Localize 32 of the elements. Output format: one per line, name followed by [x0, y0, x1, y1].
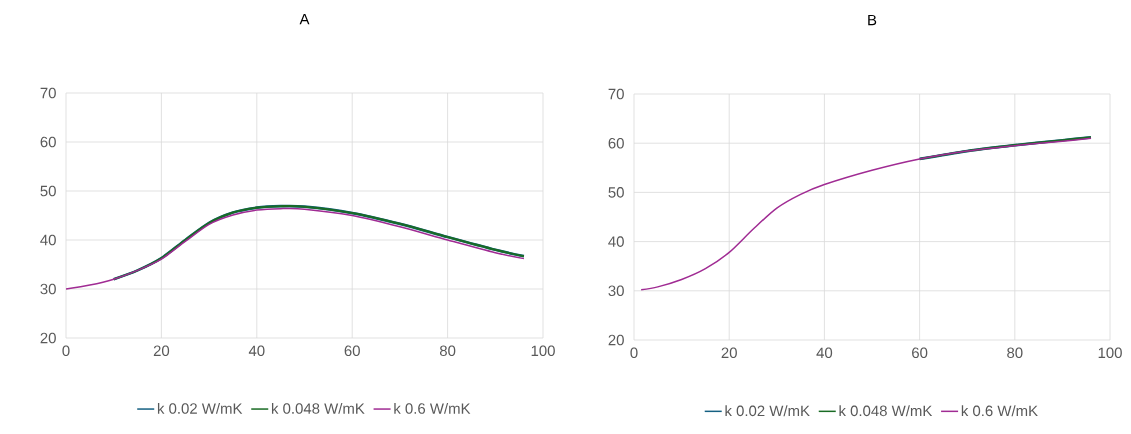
y-tick-label: 40 [608, 236, 624, 247]
y-tick-label: 60 [40, 136, 56, 148]
legend-label: k 0.02 W/mK [157, 402, 243, 414]
y-tick-label: 70 [608, 88, 624, 100]
x-tick-label: 80 [1007, 347, 1023, 359]
y-tick-label: 50 [40, 185, 56, 197]
x-tick-label: 80 [439, 345, 456, 357]
y-tick-label: 20 [608, 334, 624, 346]
y-tick-label: 30 [608, 285, 624, 297]
legend-label: k 0.048 W/mK [271, 402, 365, 414]
chart-title: B [868, 14, 877, 26]
x-tick-label: 100 [531, 345, 555, 357]
x-tick-label: 20 [153, 345, 170, 357]
x-tick-label: 60 [344, 345, 360, 357]
x-tick-label: 0 [62, 345, 70, 357]
x-tick-label: 0 [630, 347, 638, 359]
y-tick-label: 70 [40, 87, 56, 99]
x-tick-label: 20 [721, 347, 737, 359]
y-tick-label: 40 [40, 234, 56, 246]
x-tick-label: 40 [816, 347, 833, 359]
legend-label: k 0.048 W/mK [839, 405, 933, 417]
chart-title: A [299, 13, 310, 25]
x-tick-label: 60 [912, 347, 928, 359]
legend-label: k 0.02 W/mK [725, 405, 810, 417]
x-tick-label: 40 [248, 345, 265, 357]
x-tick-label: 100 [1098, 347, 1122, 359]
legend-label: k 0.6 W/mK [961, 405, 1038, 417]
y-tick-label: 30 [40, 283, 56, 295]
legend-label: k 0.6 W/mK [394, 402, 471, 414]
y-tick-label: 20 [40, 332, 56, 344]
y-tick-label: 60 [608, 137, 624, 149]
y-tick-label: 50 [608, 187, 624, 198]
